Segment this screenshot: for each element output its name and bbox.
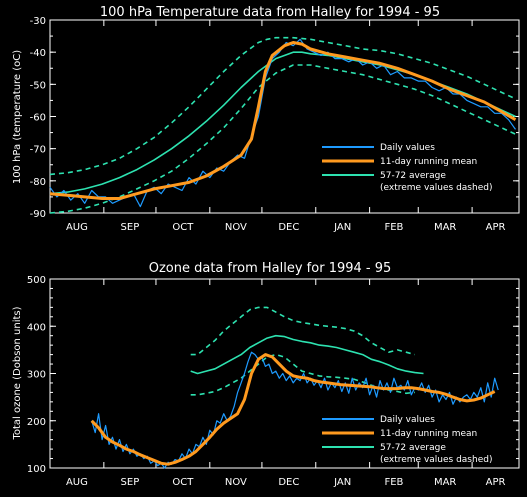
ozone-title: Ozone data from Halley for 1994 - 95 [149, 261, 392, 276]
legend-climatology-label: 57-72 average [380, 171, 446, 181]
month-label: APR [486, 222, 506, 233]
month-label: OCT [172, 222, 194, 233]
ozone-panel: Ozone data from Halley for 1994 - 95 Tot… [12, 261, 520, 488]
ozone-axis-ticks: 100 200 300 400 500 AUG SEP OCT NOV DEC JAN FEB MAR A… [27, 275, 519, 488]
y-tick-label: -50 [30, 80, 46, 91]
legend-extremes-note: (extreme values dashed) [380, 183, 492, 193]
month-label: JAN [333, 222, 351, 233]
month-label: AUG [66, 477, 88, 488]
y-tick-label: 500 [27, 275, 46, 286]
temperature-title: 100 hPa Temperature data from Halley for… [100, 5, 440, 20]
ozone-legend: Daily values 11-day running mean 57-72 a… [322, 415, 492, 465]
climatology-extreme-line [49, 64, 516, 214]
y-tick-label: 200 [27, 417, 46, 428]
climatology-extreme-line [49, 36, 516, 176]
temperature-panel: 100 hPa Temperature data from Halley for… [12, 5, 520, 233]
legend-climatology-label: 57-72 average [380, 443, 446, 453]
month-label: NOV [225, 477, 247, 488]
month-label: DEC [278, 222, 299, 233]
y-tick-label: 300 [27, 370, 46, 381]
month-label: NOV [225, 222, 247, 233]
month-label: MAR [434, 477, 456, 488]
month-label: AUG [66, 222, 88, 233]
month-label: OCT [172, 477, 194, 488]
y-tick-label: -90 [30, 209, 46, 220]
month-label: DEC [278, 477, 299, 488]
y-tick-label: -80 [30, 177, 46, 188]
ozone-y-axis-label: Total ozone (Dobson units) [12, 306, 23, 440]
month-label: FEB [384, 477, 403, 488]
climatology-average-line [190, 334, 424, 375]
legend-mean-label: 11-day running mean [380, 429, 477, 439]
month-label: APR [486, 477, 506, 488]
y-tick-label: -70 [30, 145, 46, 156]
y-tick-label: 400 [27, 322, 46, 333]
legend-mean-label: 11-day running mean [380, 157, 477, 167]
climatology-extreme-line [190, 353, 415, 396]
legend-extremes-note: (extreme values dashed) [380, 455, 492, 465]
y-tick-label: 100 [27, 464, 46, 475]
y-tick-label: -60 [30, 113, 46, 124]
temperature-series [49, 36, 517, 214]
month-label: MAR [434, 222, 456, 233]
climatology-extreme-line [190, 306, 416, 356]
legend-daily-label: Daily values [380, 143, 435, 153]
month-label: SEP [121, 222, 140, 233]
y-tick-label: -30 [30, 16, 46, 27]
month-label: SEP [121, 477, 140, 488]
running-mean-line [49, 41, 517, 200]
legend-daily-label: Daily values [380, 415, 435, 425]
ozone-series [90, 306, 499, 469]
month-label: FEB [384, 222, 403, 233]
y-tick-label: -40 [30, 48, 46, 59]
temperature-y-axis-label: 100 hPa (temperature (oC) [12, 50, 23, 184]
temperature-legend: Daily values 11-day running mean 57-72 a… [322, 143, 492, 193]
running-mean-line [90, 353, 496, 466]
month-label: JAN [333, 477, 351, 488]
